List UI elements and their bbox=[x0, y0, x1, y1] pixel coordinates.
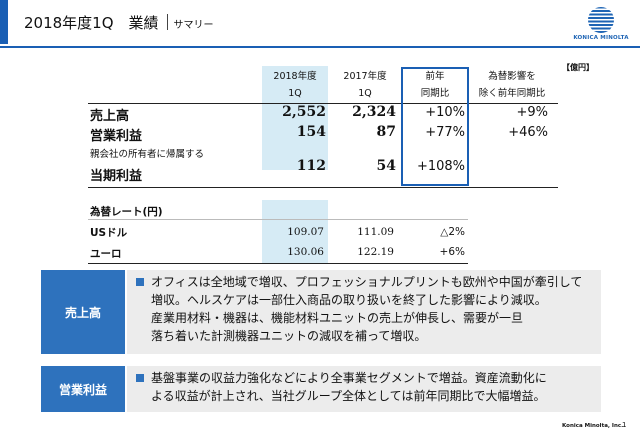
section-label-operating-profit: 営業利益 bbox=[41, 366, 125, 412]
fx-eur-change: +6% bbox=[439, 246, 465, 258]
column-header-line2: 1Q bbox=[358, 88, 372, 99]
sales-yoy: +10% bbox=[425, 105, 465, 120]
fx-header: 為替レート(円) bbox=[90, 206, 163, 218]
column-header-2017: 2017年度 1Q bbox=[332, 68, 398, 102]
row-label-sales: 売上高 bbox=[90, 109, 130, 124]
section-line: 落ち着いた計測機器ユニットの減収を補って増収。 bbox=[151, 329, 427, 343]
column-header-line1: 為替影響を bbox=[488, 71, 536, 82]
fx-usd-2018: 109.07 bbox=[287, 226, 324, 238]
net-income-2018: 112 bbox=[296, 158, 326, 174]
shade-2018-fx bbox=[262, 200, 328, 264]
title-separator bbox=[166, 14, 168, 30]
section-text-sales: オフィスは全地域で増収、プロフェッショナルプリントも欧州や中国が牽引して 増収。… bbox=[151, 273, 595, 345]
column-header-2018: 2018年度 1Q bbox=[262, 68, 328, 102]
column-header-line2: 1Q bbox=[288, 88, 302, 99]
operating-profit-2018: 154 bbox=[296, 124, 326, 140]
row-label-net-income: 当期利益 bbox=[90, 169, 143, 184]
section-body-sales: オフィスは全地域で増収、プロフェッショナルプリントも欧州や中国が牽引して 増収。… bbox=[127, 270, 601, 354]
section-body-operating-profit: 基盤事業の収益力強化などにより全事業セグメントで増益。資産流動化に よる収益が計… bbox=[127, 366, 601, 412]
company-logo: KONICA MINOLTA bbox=[566, 7, 636, 41]
sales-2018: 2,552 bbox=[282, 104, 326, 120]
table-rule-bottom bbox=[88, 187, 558, 188]
operating-profit-2017: 87 bbox=[376, 124, 396, 140]
section-text-operating-profit: 基盤事業の収益力強化などにより全事業セグメントで増益。資産流動化に よる収益が計… bbox=[151, 369, 595, 405]
fx-eur-2018: 130.06 bbox=[287, 246, 324, 258]
fx-rule-bottom bbox=[88, 263, 468, 264]
fx-usd-2017: 111.09 bbox=[357, 226, 394, 238]
section-line: 基盤事業の収益力強化などにより全事業セグメントで増益。資産流動化に bbox=[151, 371, 547, 385]
section-line: よる収益が計上され、当社グループ全体としては前年同期比で大幅増益。 bbox=[151, 389, 546, 403]
row-note-owners: 親会社の所有者に帰属する bbox=[90, 149, 205, 160]
logo-text: KONICA MINOLTA bbox=[573, 35, 629, 41]
footer-company: Konica Minolta, Inc. bbox=[562, 423, 624, 429]
operating-profit-yoy: +77% bbox=[425, 125, 465, 140]
fx-rule bbox=[88, 219, 468, 220]
page-number: 1 bbox=[622, 421, 627, 429]
title-rule bbox=[0, 46, 640, 48]
title-subtitle: サマリー bbox=[173, 20, 214, 31]
fx-label-eur: ユーロ bbox=[90, 248, 122, 260]
column-header-line2: 除く前年同期比 bbox=[478, 88, 546, 99]
title-main: 2018年度1Q 業績 bbox=[24, 14, 159, 32]
fx-eur-2017: 122.19 bbox=[357, 246, 394, 258]
column-header-yoy: 前年 同期比 bbox=[401, 68, 469, 102]
sales-2017: 2,324 bbox=[352, 104, 396, 120]
globe-logo-icon bbox=[588, 7, 614, 33]
section-line: 産業用材料・機器は、機能材料ユニットの売上が伸長し、需要が一旦 bbox=[151, 311, 524, 325]
column-header-line1: 2018年度 bbox=[273, 71, 317, 82]
net-income-2017: 54 bbox=[376, 158, 396, 174]
column-header-line1: 前年 bbox=[425, 71, 445, 82]
section-line: 増収。ヘルスケアは一部仕入商品の取り扱いを終了した影響により減収。 bbox=[151, 293, 547, 307]
title-accent-bar bbox=[0, 0, 8, 44]
table-rule-top bbox=[88, 103, 558, 104]
row-label-operating-profit: 営業利益 bbox=[90, 129, 143, 144]
operating-profit-yoy-ex-fx: +46% bbox=[508, 125, 548, 140]
section-line: オフィスは全地域で増収、プロフェッショナルプリントも欧州や中国が牽引して bbox=[151, 275, 583, 289]
shade-2018-results bbox=[262, 66, 328, 170]
column-header-line2: 同期比 bbox=[420, 88, 450, 99]
title-bar: 2018年度1Q 業績 サマリー bbox=[0, 0, 640, 46]
page-title: 2018年度1Q 業績 サマリー bbox=[24, 12, 214, 33]
sales-yoy-ex-fx: +9% bbox=[516, 105, 548, 120]
fx-usd-change: △2% bbox=[440, 226, 465, 238]
bullet-square-icon bbox=[136, 278, 144, 286]
net-income-yoy: +108% bbox=[416, 159, 465, 174]
yoy-highlight-box bbox=[401, 67, 469, 186]
fx-label-usd: USドル bbox=[90, 227, 128, 239]
unit-note: 【億円】 bbox=[562, 63, 594, 72]
bullet-square-icon bbox=[136, 374, 144, 382]
column-header-line1: 2017年度 bbox=[343, 71, 387, 82]
column-header-yoy-ex-fx: 為替影響を 除く前年同期比 bbox=[470, 68, 554, 102]
section-label-sales: 売上高 bbox=[41, 270, 125, 354]
